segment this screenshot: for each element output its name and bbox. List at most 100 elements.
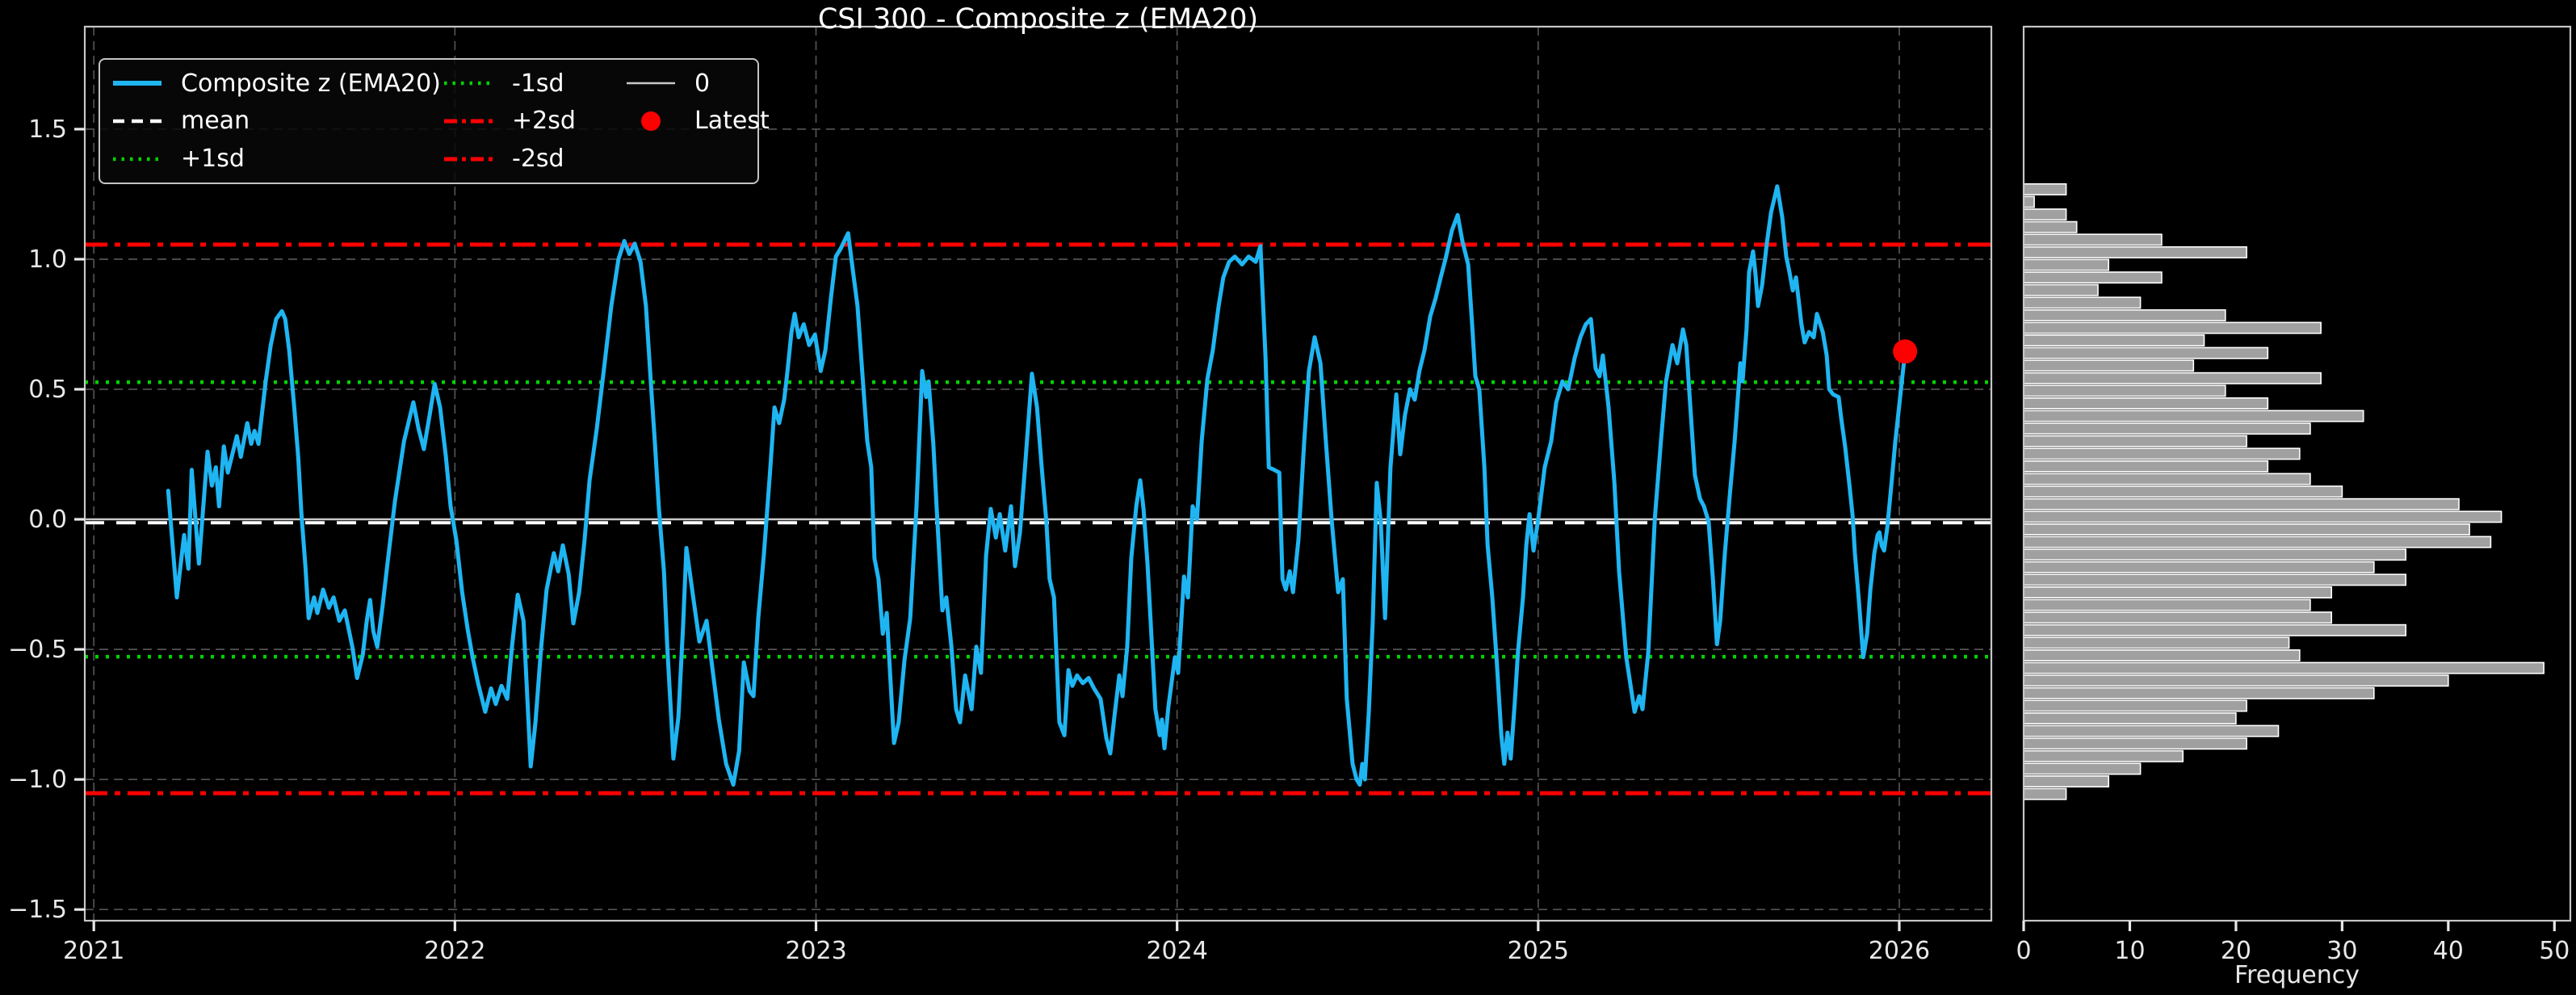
legend-line-icon [627, 82, 675, 85]
x-tick-label: 2026 [1869, 937, 1930, 965]
hist-bar [2023, 435, 2247, 447]
hist-bar [2023, 271, 2163, 284]
main-axes-spine [83, 25, 1993, 922]
hist-bar [2023, 611, 2333, 624]
legend-item: Latest [625, 107, 770, 135]
hist-bar [2023, 384, 2226, 397]
hist-bar [2023, 674, 2449, 687]
hist-bar [2023, 749, 2184, 762]
hist-bar [2023, 787, 2067, 800]
y-tick-label: −1.0 [8, 766, 67, 794]
hist-bar [2023, 208, 2067, 221]
histogram-bars [2023, 183, 2545, 800]
hist-bar [2023, 686, 2375, 699]
hist-x-tick-label: 0 [2016, 937, 2031, 965]
legend-label: +1sd [181, 145, 245, 174]
legend-item: -1sd [443, 69, 625, 98]
y-tick-label: −1.5 [8, 896, 67, 924]
hist-bar [2023, 598, 2311, 611]
hist-bar [2023, 447, 2301, 460]
latest-marker [1893, 339, 1918, 364]
hist-x-tick-label: 20 [2221, 937, 2251, 965]
hist-bar [2023, 623, 2407, 636]
hist-bar [2023, 220, 2078, 233]
legend-label: -2sd [512, 145, 564, 174]
hist-bar [2023, 460, 2269, 472]
legend-line-icon [444, 82, 493, 86]
legend: Composite z (EMA20) mean +1sd -1sd +2sd -2sd 0… [99, 58, 770, 184]
hist-bar [2023, 636, 2290, 649]
hist-bar [2023, 560, 2375, 573]
hist-bar [2023, 573, 2407, 586]
legend-item: mean [111, 107, 443, 135]
hist-x-tick-label: 10 [2114, 937, 2145, 965]
legend-item: +2sd [443, 107, 625, 135]
hist-bar [2023, 233, 2163, 246]
legend-item: +1sd [111, 145, 443, 173]
hist-bar [2023, 699, 2247, 712]
hist-bar [2023, 409, 2364, 422]
x-tick-label: 2022 [424, 937, 485, 965]
x-tick-label: 2025 [1508, 937, 1569, 965]
hist-bar [2023, 724, 2280, 737]
hist-bar [2023, 586, 2333, 598]
hist-bar [2023, 321, 2322, 334]
y-tick-label: 1.0 [28, 246, 67, 274]
hist-bar [2023, 246, 2247, 258]
legend-item: Composite z (EMA20) [111, 69, 443, 98]
x-tick-label: 2024 [1146, 937, 1207, 965]
hist-bar [2023, 183, 2067, 195]
hist-bar [2023, 510, 2503, 523]
hist-bar [2023, 346, 2269, 359]
y-tick-label: −0.5 [8, 636, 67, 664]
tick-labels: 2021 2022 2023 2024 2025 2026 1.5 1.0 0.5 0.0 −0.5… [8, 115, 2570, 965]
hist-axes-spine [2022, 25, 2572, 922]
hist-bar [2023, 649, 2301, 661]
hist-bar [2023, 498, 2460, 510]
hist-bar [2023, 548, 2407, 561]
ticks [74, 128, 2556, 931]
hist-bar [2023, 195, 2035, 208]
legend-label: 0 [694, 69, 711, 98]
hist-bar [2023, 712, 2237, 724]
legend-line-icon [444, 119, 493, 124]
y-tick-label: 0.0 [28, 506, 67, 534]
hist-bar [2023, 397, 2269, 409]
legend-label: mean [181, 107, 250, 136]
hist-x-tick-label: 50 [2539, 937, 2570, 965]
hist-bar [2023, 296, 2142, 309]
composite-z-line [166, 184, 1907, 787]
legend-label: Composite z (EMA20) [181, 69, 441, 98]
hist-bar [2023, 283, 2099, 296]
hist-bar [2023, 485, 2343, 498]
legend-line-icon [113, 157, 162, 161]
hist-bar [2023, 309, 2226, 321]
x-tick-label: 2021 [63, 937, 124, 965]
legend-label: Latest [694, 107, 770, 136]
legend-line-icon [444, 157, 493, 162]
x-axis-label-frequency: Frequency [2234, 961, 2360, 989]
legend-label: -1sd [512, 69, 564, 98]
hist-bar [2023, 258, 2109, 271]
legend-line-icon [113, 119, 162, 124]
x-tick-label: 2023 [785, 937, 846, 965]
y-tick-label: 0.5 [28, 376, 67, 404]
hist-bar [2023, 523, 2470, 535]
hist-bar [2023, 372, 2322, 384]
hist-bar [2023, 422, 2311, 435]
legend-marker-icon [641, 111, 661, 131]
hist-bar [2023, 775, 2109, 787]
hist-bar [2023, 737, 2247, 750]
legend-item: -2sd [443, 145, 625, 173]
legend-item: 0 [625, 69, 770, 98]
hist-bar [2023, 661, 2545, 674]
hist-bar [2023, 472, 2311, 485]
hist-bar [2023, 359, 2195, 372]
page-title: CSI 300 - Composite z (EMA20) [817, 3, 1259, 36]
hist-x-tick-label: 40 [2433, 937, 2464, 965]
hist-x-tick-label: 30 [2326, 937, 2357, 965]
hist-bar [2023, 334, 2205, 346]
legend-label: +2sd [512, 107, 576, 136]
